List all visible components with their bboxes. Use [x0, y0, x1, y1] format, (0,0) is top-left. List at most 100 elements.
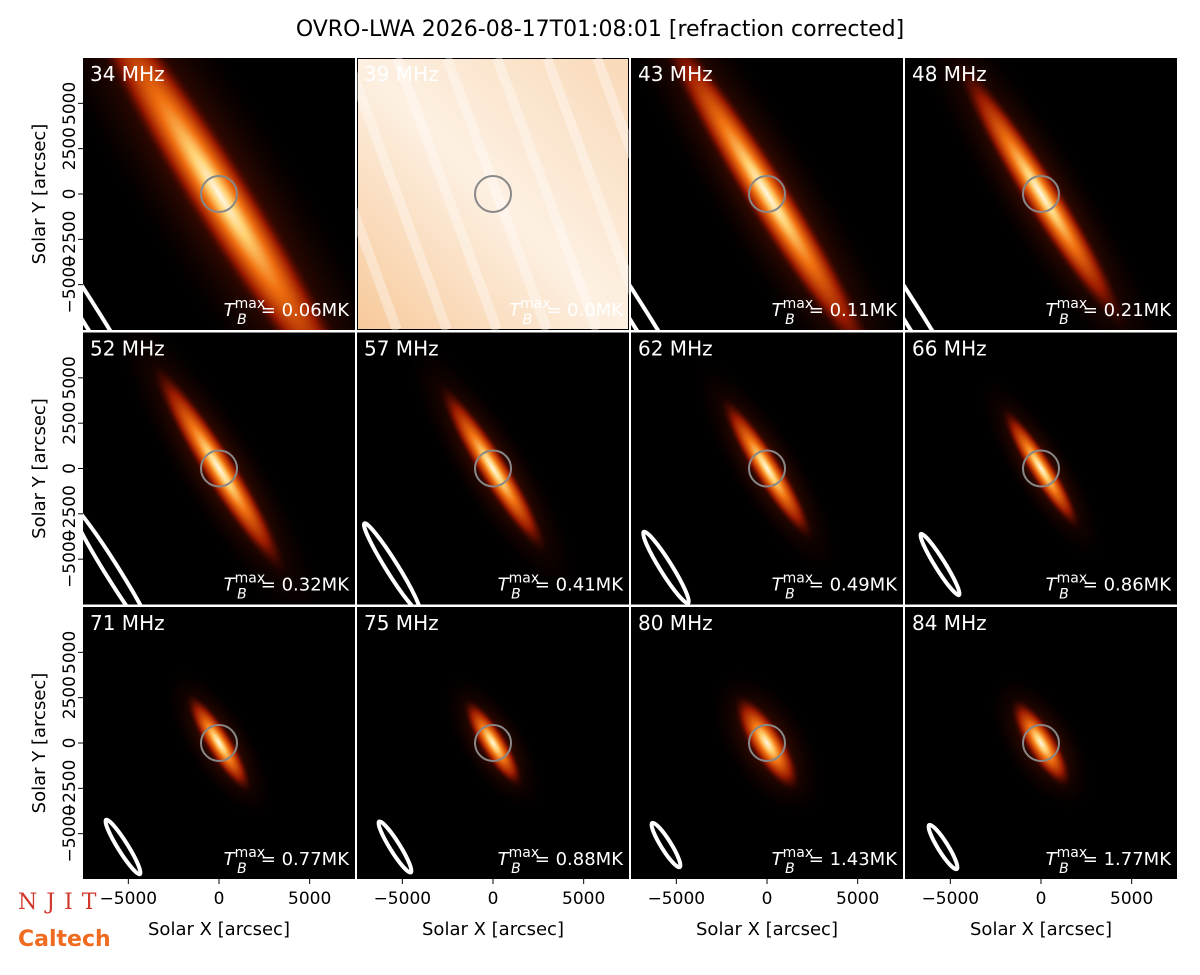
solar-disk: [1022, 449, 1060, 488]
solar-disk: [200, 449, 238, 488]
peak-brightness: Tmax B = 0.86MK: [1046, 571, 1173, 603]
x-tick-label: 0: [1036, 889, 1047, 909]
superscript: max: [1057, 845, 1088, 861]
figure-title: OVRO-LWA 2026-08-17T01:08:01 [refraction…: [296, 17, 904, 42]
subscript: B: [511, 587, 521, 603]
x-axis-label: Solar X [arcsec]: [422, 919, 564, 940]
y-tick-label: −5000: [60, 256, 80, 314]
value-text: = 0.06MK: [261, 300, 350, 321]
value-text: = 0.21MK: [1083, 300, 1172, 321]
superscript: max: [235, 296, 266, 312]
y-tick-label: 0: [60, 189, 80, 200]
value-text: = 0.49MK: [809, 575, 898, 596]
solar-disk: [200, 724, 238, 762]
superscript: max: [1057, 296, 1088, 312]
y-tick-label: −5000: [60, 530, 80, 588]
value-text: = 1.77MK: [1083, 849, 1172, 870]
symbol: T: [772, 300, 785, 321]
subscript: B: [785, 312, 795, 328]
peak-brightness: Tmax B = 1.43MK: [772, 845, 899, 877]
emission: [954, 58, 1128, 330]
subscript: B: [1059, 587, 1069, 603]
beam: [641, 529, 691, 605]
subscript: B: [785, 587, 795, 603]
solar-disk: [748, 449, 786, 488]
logo: NJIT: [18, 890, 105, 915]
beam: [361, 521, 423, 605]
beam: [376, 819, 414, 875]
y-axis-label: Solar Y [arcsec]: [29, 673, 50, 814]
subscript: B: [237, 861, 247, 877]
peak-brightness: Tmax B = 0.11MK: [772, 296, 899, 328]
symbol: T: [224, 300, 237, 321]
panel-title: 52 MHz: [90, 337, 165, 361]
panel: [631, 332, 903, 605]
peak-brightness: Tmax B = 0.21MK: [1046, 296, 1173, 328]
x-tick-label: −5000: [922, 889, 980, 909]
value-text: = 0.86MK: [1083, 575, 1172, 596]
beam: [905, 199, 992, 330]
y-tick-label: −2500: [60, 760, 80, 818]
panel: [631, 58, 903, 330]
x-tick-label: −5000: [100, 889, 158, 909]
solar-disk: [748, 724, 786, 762]
subscript: B: [237, 312, 247, 328]
superscript: max: [509, 571, 540, 587]
y-tick-label: 0: [60, 463, 80, 474]
beam: [649, 820, 683, 870]
x-tick-label: −5000: [374, 889, 432, 909]
emission: [1010, 698, 1072, 788]
superscript: max: [520, 296, 551, 312]
value-text: = 0.32MK: [261, 575, 350, 596]
superscript: max: [783, 845, 814, 861]
texture: [492, 58, 602, 330]
superscript: max: [1057, 571, 1088, 587]
x-tick-label: −5000: [648, 889, 706, 909]
panel: [357, 332, 629, 605]
symbol: T: [1046, 575, 1059, 596]
y-tick-label: −2500: [60, 485, 80, 543]
symbol: T: [772, 575, 785, 596]
emission: [733, 694, 801, 792]
emission: [462, 698, 524, 788]
peak-brightness: Tmax B = 1.77MK: [1046, 845, 1173, 877]
superscript: max: [235, 571, 266, 587]
emission: [1001, 407, 1081, 530]
peak-brightness: Tmax B = 0.77MK: [224, 845, 351, 877]
superscript: max: [783, 296, 814, 312]
symbol: T: [509, 300, 522, 321]
panel-title: 43 MHz: [638, 62, 713, 86]
y-tick-label: −5000: [60, 805, 80, 863]
value-text: = 0.11MK: [809, 300, 898, 321]
subscript: B: [237, 587, 247, 603]
y-tick-label: 5000: [60, 356, 80, 399]
panel-title: 75 MHz: [364, 611, 439, 635]
y-tick-label: 2500: [60, 127, 80, 170]
panel: [83, 332, 355, 605]
subscript: B: [1059, 861, 1069, 877]
value-text: = 0.41MK: [535, 575, 624, 596]
y-tick-label: 0: [60, 738, 80, 749]
value-text: = 1.43MK: [809, 849, 898, 870]
y-tick-label: 2500: [60, 402, 80, 445]
solar-disk: [474, 449, 512, 488]
panel: [631, 607, 903, 879]
beam: [83, 199, 170, 330]
value-text: = 0.88MK: [535, 849, 624, 870]
peak-brightness: Tmax B = 0.0MK: [509, 296, 624, 328]
y-tick-label: 2500: [60, 676, 80, 719]
x-axis-label: Solar X [arcsec]: [696, 919, 838, 940]
symbol: T: [1046, 300, 1059, 321]
x-tick-label: 0: [762, 889, 773, 909]
solar-disk: [1022, 724, 1060, 762]
panel: [83, 607, 355, 879]
value-text: = 0.77MK: [261, 849, 350, 870]
x-axis-label: Solar X [arcsec]: [148, 919, 290, 940]
emission: [151, 362, 287, 575]
panel-title: 62 MHz: [638, 337, 713, 361]
panel: [357, 58, 629, 330]
panel-title: 71 MHz: [90, 611, 165, 635]
panel-title: 48 MHz: [912, 62, 987, 86]
panel-background: [357, 58, 629, 330]
